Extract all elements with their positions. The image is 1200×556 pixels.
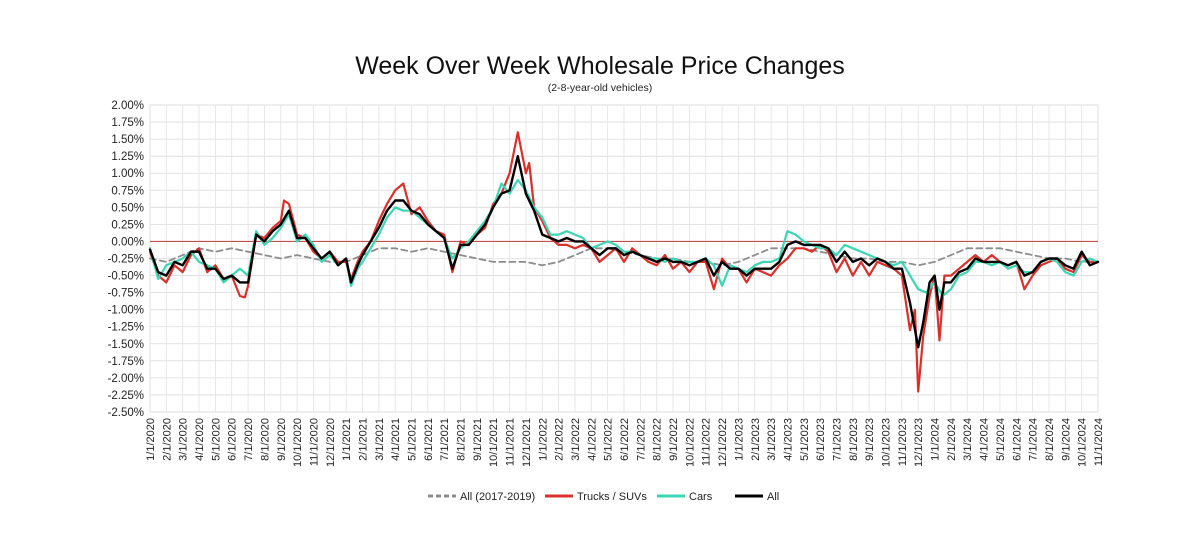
- y-tick-label: 0.50%: [111, 202, 144, 214]
- legend-label-2: Cars: [689, 491, 713, 503]
- y-tick-label: -0.75%: [108, 288, 144, 300]
- x-tick-label: 2/1/2024: [946, 418, 958, 461]
- x-tick-label: 9/1/2020: [276, 418, 288, 461]
- x-tick-label: 6/1/2021: [423, 418, 435, 461]
- x-tick-label: 9/1/2021: [472, 418, 484, 461]
- x-tick-label: 4/1/2022: [586, 418, 598, 461]
- x-tick-label: 6/1/2024: [1011, 418, 1023, 461]
- x-tick-label: 4/1/2024: [979, 418, 991, 461]
- x-tick-label: 4/1/2023: [782, 418, 794, 461]
- x-tick-label: 2/1/2022: [554, 418, 566, 461]
- x-tick-label: 6/1/2020: [227, 418, 239, 461]
- y-tick-label: 1.25%: [111, 151, 144, 163]
- y-tick-label: 1.50%: [111, 134, 144, 146]
- x-tick-label: 11/1/2023: [897, 418, 909, 466]
- x-tick-label: 9/1/2022: [668, 418, 680, 461]
- x-tick-label: 12/1/2020: [325, 418, 337, 467]
- x-tick-label: 3/1/2023: [766, 418, 778, 461]
- x-tick-label: 1/1/2021: [341, 418, 353, 461]
- chart-title: Week Over Week Wholesale Price Changes: [355, 52, 845, 80]
- y-tick-label: 0.25%: [111, 219, 144, 231]
- x-tick-label: 8/1/2021: [456, 418, 468, 461]
- x-tick-label: 5/1/2020: [210, 418, 222, 461]
- x-tick-label: 1/1/2024: [930, 418, 942, 461]
- x-tick-label: 12/1/2023: [913, 418, 925, 467]
- x-tick-label: 5/1/2023: [799, 418, 811, 461]
- legend-label-0: All (2017-2019): [460, 491, 535, 503]
- x-tick-label: 1/1/2020: [145, 418, 157, 461]
- x-tick-label: 11/1/2022: [701, 418, 713, 466]
- series-line-3: [148, 155, 1100, 349]
- x-tick-label: 10/1/2024: [1077, 418, 1089, 467]
- x-tick-label: 3/1/2024: [962, 418, 974, 461]
- x-tick-label: 7/1/2021: [439, 418, 451, 461]
- x-tick-label: 5/1/2024: [995, 418, 1007, 461]
- y-tick-label: -2.25%: [108, 390, 144, 402]
- series-line-2: [148, 178, 1100, 298]
- x-tick-label: 8/1/2022: [652, 418, 664, 461]
- y-tick-label: -1.50%: [108, 339, 144, 351]
- x-tick-label: 1/1/2023: [733, 418, 745, 461]
- x-tick-label: 3/1/2020: [178, 418, 190, 461]
- x-tick-label: 10/1/2022: [684, 418, 696, 467]
- x-tick-label: 7/1/2023: [831, 418, 843, 461]
- x-tick-label: 7/1/2022: [635, 418, 647, 461]
- chart-subtitle: (2-8-year-old vehicles): [547, 82, 653, 94]
- x-tick-label: 3/1/2021: [374, 418, 386, 461]
- y-tick-label: 0.00%: [111, 236, 144, 248]
- x-tick-label: 8/1/2023: [848, 418, 860, 461]
- y-tick-label: -1.25%: [108, 322, 144, 334]
- x-tick-label: 6/1/2022: [619, 418, 631, 461]
- x-tick-label: 2/1/2023: [750, 418, 762, 461]
- x-tick-label: 5/1/2021: [407, 418, 419, 461]
- y-tick-label: -1.75%: [108, 356, 144, 368]
- y-tick-label: -0.25%: [108, 254, 144, 266]
- x-tick-label: 12/1/2022: [717, 418, 729, 467]
- x-tick-label: 2/1/2020: [161, 418, 173, 461]
- y-tick-label: -1.00%: [108, 305, 144, 317]
- x-tick-label: 2/1/2021: [357, 418, 369, 461]
- y-tick-label: 2.00%: [111, 100, 144, 112]
- x-tick-label: 11/1/2024: [1093, 418, 1105, 466]
- x-tick-label: 4/1/2021: [390, 418, 402, 461]
- x-tick-label: 8/1/2024: [1044, 418, 1056, 461]
- x-tick-label: 11/1/2021: [505, 418, 517, 466]
- y-tick-label: 0.75%: [111, 185, 144, 197]
- x-tick-label: 9/1/2023: [864, 418, 876, 461]
- x-tick-label: 10/1/2023: [881, 418, 893, 467]
- x-tick-label: 10/1/2020: [292, 418, 304, 467]
- y-tick-label: -2.00%: [108, 373, 144, 385]
- y-tick-label: -2.50%: [108, 407, 144, 419]
- x-tick-label: 12/1/2021: [521, 418, 533, 467]
- x-tick-label: 4/1/2020: [194, 418, 206, 461]
- y-tick-label: 1.00%: [111, 168, 144, 180]
- x-tick-label: 7/1/2020: [243, 418, 255, 461]
- x-tick-label: 5/1/2022: [603, 418, 615, 461]
- x-tick-label: 10/1/2021: [488, 418, 500, 467]
- x-tick-label: 7/1/2024: [1028, 418, 1040, 461]
- x-tick-label: 8/1/2020: [259, 418, 271, 461]
- legend-label-3: All: [767, 491, 779, 503]
- y-tick-label: -0.50%: [108, 271, 144, 283]
- legend-label-1: Trucks / SUVs: [577, 491, 647, 503]
- x-tick-label: 1/1/2022: [537, 418, 549, 461]
- x-tick-label: 3/1/2022: [570, 418, 582, 461]
- series-line-0: [149, 247, 1099, 267]
- x-tick-label: 6/1/2023: [815, 418, 827, 461]
- x-tick-label: 9/1/2024: [1060, 418, 1072, 461]
- x-tick-label: 11/1/2020: [308, 418, 320, 466]
- y-tick-label: 1.75%: [111, 117, 144, 129]
- series-line-1: [148, 131, 1100, 393]
